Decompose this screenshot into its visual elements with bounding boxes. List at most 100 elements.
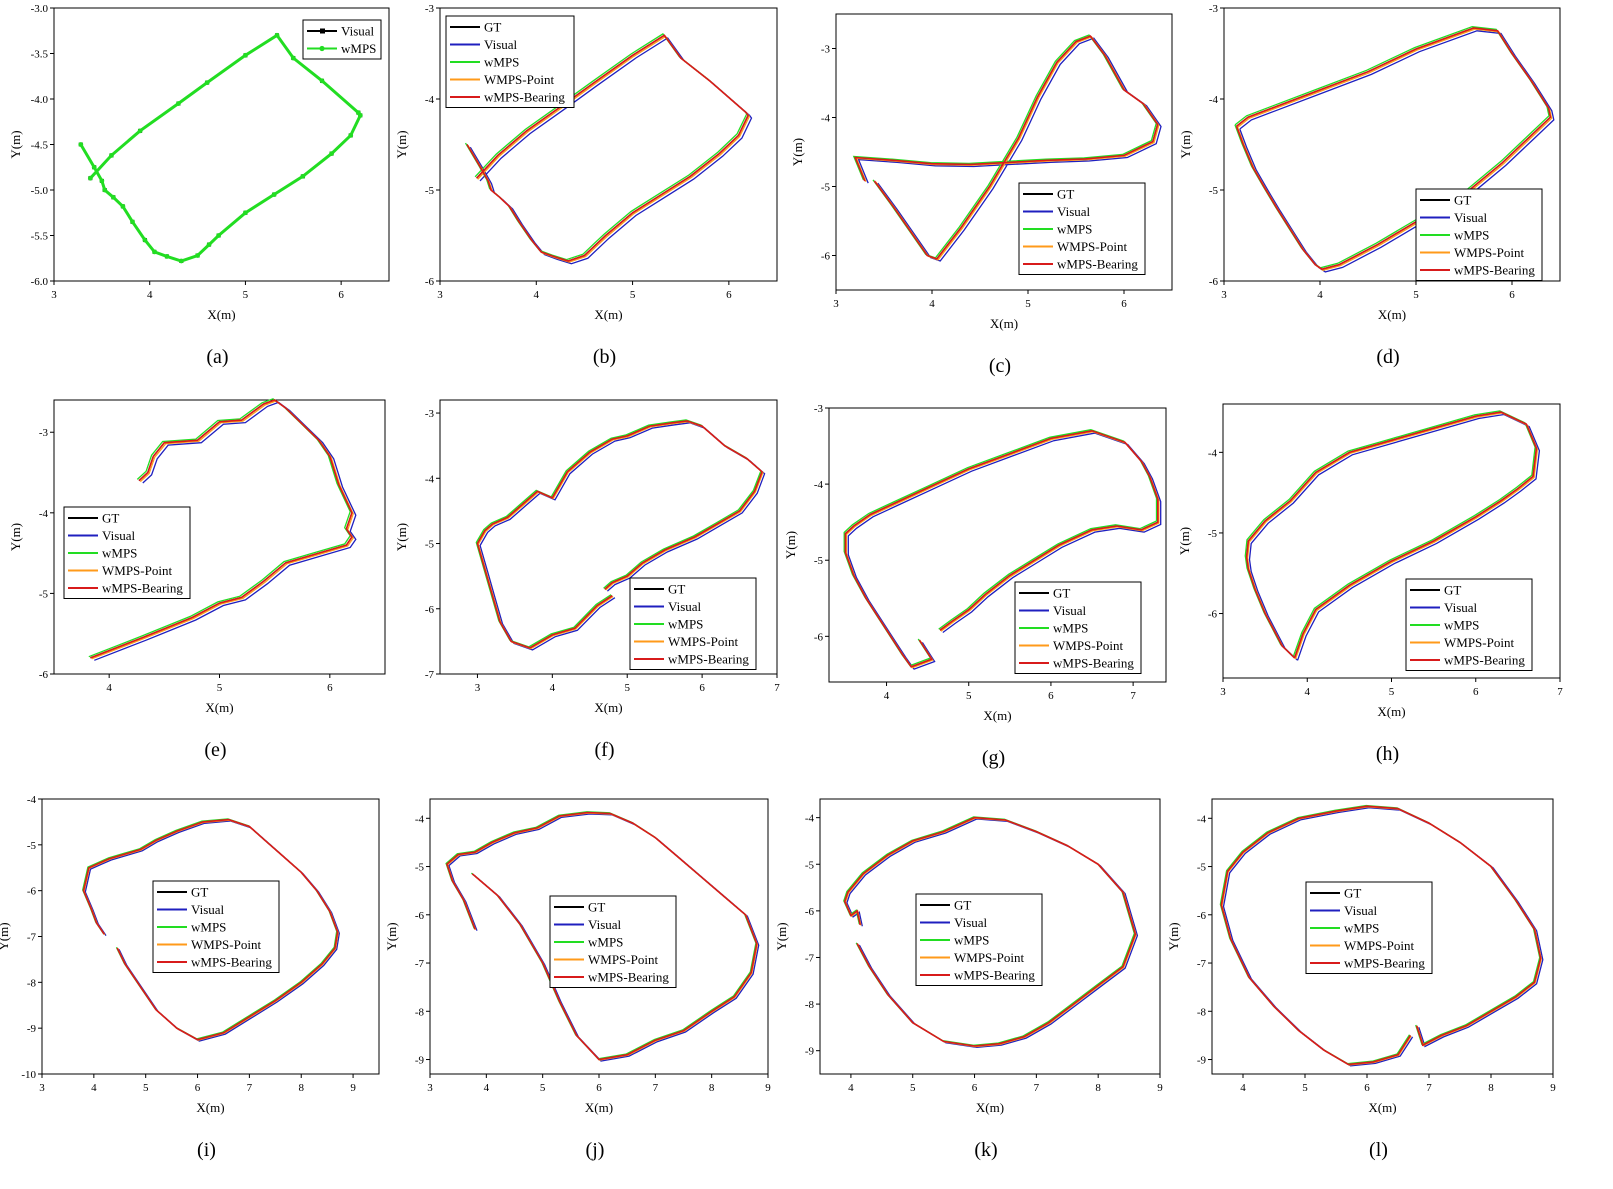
y-tick-label: -10 <box>21 1069 36 1081</box>
x-axis-label: X(m) <box>1377 704 1405 719</box>
y-axis-label: Y(m) <box>774 922 789 950</box>
legend-entry: WMPS-Point <box>191 937 261 952</box>
x-tick-label: 6 <box>972 1082 978 1094</box>
x-tick-label: 3 <box>1220 686 1226 698</box>
y-tick-label: -9 <box>415 1055 425 1067</box>
x-tick-label: 5 <box>243 289 249 301</box>
x-tick-label: 7 <box>1557 686 1563 698</box>
legend-entry: wMPS <box>954 933 989 948</box>
panel-label: (h) <box>1376 743 1399 765</box>
chart-panel-l: 4 5 6 7 8 9 -4 -5 -6 -7 -8 -9 X(m) Y(m) (l) GT Visual wMP… <box>1166 798 1556 1161</box>
y-tick-label: -4.5 <box>31 140 49 152</box>
series-line-wmps-bearing <box>90 399 353 659</box>
legend-entry: wMPS-Bearing <box>484 90 565 105</box>
legend-entry: wMPS <box>341 41 376 56</box>
legend-entry: wMPS <box>191 920 226 935</box>
y-tick-label: -4 <box>1197 813 1207 825</box>
series-line-wmps-bearing <box>466 34 750 262</box>
panel-label: (a) <box>206 346 228 368</box>
x-axis-label: X(m) <box>976 1100 1004 1115</box>
legend: GT Visual wMPS WMPS-Point wMPS-Bearing <box>629 577 757 670</box>
series-line-wmps-bearing <box>1235 27 1552 271</box>
legend-entry: GT <box>484 20 501 35</box>
series-line-visual <box>479 422 766 651</box>
y-tick-label: -4 <box>27 794 37 806</box>
chart-panel-b: 3 4 5 6 -3 -4 -5 -6 X(m) Y(m) (b) GT Visual wMPS WMPS-… <box>394 3 778 368</box>
panel-label: (j) <box>586 1139 605 1161</box>
legend: GT Visual wMPS WMPS-Point wMPS-Bearing <box>915 893 1043 986</box>
y-tick-label: -6 <box>1209 276 1219 288</box>
data-point <box>91 164 97 170</box>
chart-panel-g: 4 5 6 7 -3 -4 -5 -6 X(m) Y(m) (g) GT Visual wMPS WMPS-… <box>783 403 1167 769</box>
x-axis-label: X(m) <box>1368 1100 1396 1115</box>
data-point <box>216 233 222 238</box>
y-tick-label: -6 <box>39 669 49 681</box>
x-tick-label: 4 <box>929 298 935 310</box>
legend-entry: GT <box>1344 886 1361 901</box>
x-tick-label: 4 <box>884 690 890 702</box>
legend: GT Visual wMPS WMPS-Point wMPS-Bearing <box>549 895 677 988</box>
series-line-wmps-bearing <box>82 818 339 1041</box>
legend-entry: Visual <box>1053 603 1087 618</box>
y-tick-label: -6 <box>425 276 435 288</box>
series-line-wmps-bearing <box>1220 805 1542 1066</box>
data-point <box>137 128 143 134</box>
legend-entry: WMPS-Point <box>1057 239 1127 254</box>
chart-panel-k: 4 5 6 7 8 9 -4 -5 -6 -7 -8 -9 X(m) Y(m) (k) GT Visual wMP… <box>774 798 1163 1161</box>
legend: GT Visual wMPS WMPS-Point wMPS-Bearing <box>1405 578 1533 671</box>
data-point <box>290 55 296 61</box>
series-line-wmps-bearing <box>1245 411 1538 659</box>
data-point <box>99 178 105 184</box>
series-line-wmps-bearing <box>853 35 1159 260</box>
panel-label: (k) <box>974 1139 997 1161</box>
x-axis-label: X(m) <box>983 708 1011 723</box>
legend-entry: GT <box>102 511 119 526</box>
y-tick-label: -6 <box>821 251 831 263</box>
x-tick-label: 6 <box>338 289 344 301</box>
chart-panel-f: 3 4 5 6 7 -3 -4 -5 -6 -7 X(m) Y(m) (f) GT Visual wMPS WM… <box>394 399 780 761</box>
data-point <box>109 153 114 158</box>
y-tick-label: -8 <box>27 977 37 989</box>
y-tick-label: -4 <box>415 813 425 825</box>
x-tick-label: 5 <box>1302 1082 1308 1094</box>
legend-entry: wMPS <box>1053 621 1088 636</box>
panel-label: (f) <box>595 739 615 761</box>
legend-entry: WMPS-Point <box>954 950 1024 965</box>
legend-entry: wMPS <box>102 546 137 561</box>
x-tick-label: 7 <box>1426 1082 1432 1094</box>
y-tick-label: -6 <box>425 604 435 616</box>
y-axis-label: Y(m) <box>790 138 805 166</box>
y-tick-label: -9 <box>1197 1055 1207 1067</box>
x-tick-label: 6 <box>1121 298 1127 310</box>
data-point <box>164 254 170 259</box>
x-tick-label: 3 <box>427 1082 433 1094</box>
legend-entry: WMPS-Point <box>484 72 554 87</box>
legend-entry: wMPS <box>1444 618 1479 633</box>
y-tick-label: -3 <box>821 44 831 56</box>
data-point <box>204 80 210 86</box>
legend-entry: wMPS <box>484 55 519 70</box>
data-point <box>130 219 135 225</box>
legend-marker <box>319 45 325 52</box>
legend-entry: WMPS-Point <box>1454 245 1524 260</box>
series-line-visual <box>847 432 1162 670</box>
data-point <box>110 194 116 200</box>
panel-label: (d) <box>1376 346 1399 368</box>
chart-panel-h: 3 4 5 6 7 -4 -5 -6 X(m) Y(m) (h) GT Visual wMPS WMPS-P… <box>1177 403 1563 765</box>
y-tick-label: -3 <box>425 3 435 15</box>
data-point <box>78 142 84 147</box>
legend-entry: GT <box>1454 193 1471 208</box>
legend: Visual wMPS <box>302 19 382 60</box>
series-line-wmps <box>79 33 363 263</box>
x-axis-label: X(m) <box>594 307 622 322</box>
y-axis-label: Y(m) <box>1166 922 1181 950</box>
x-tick-label: 9 <box>1157 1082 1163 1094</box>
y-tick-label: -3 <box>425 408 435 420</box>
x-tick-label: 4 <box>1317 289 1323 301</box>
x-tick-label: 6 <box>1364 1082 1370 1094</box>
panel-label: (l) <box>1369 1139 1388 1161</box>
x-tick-label: 8 <box>298 1082 304 1094</box>
x-tick-label: 8 <box>1095 1082 1101 1094</box>
legend-entry: wMPS-Bearing <box>102 581 183 596</box>
y-tick-label: -4 <box>39 508 49 520</box>
